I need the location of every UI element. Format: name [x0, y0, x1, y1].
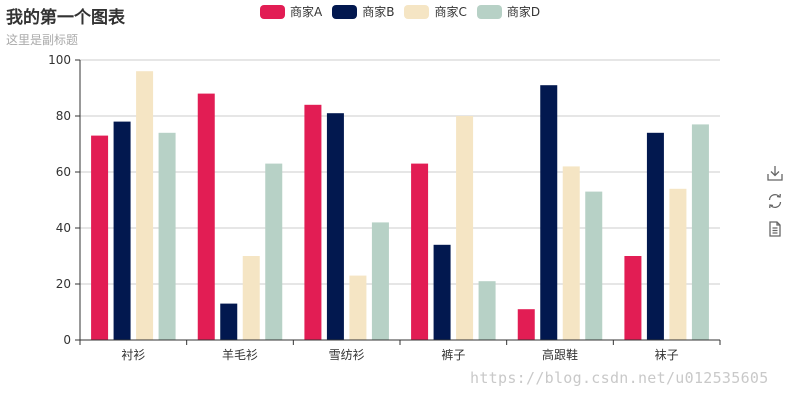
legend-item-d[interactable]: 商家D: [476, 3, 541, 20]
legend-label-b: 商家B: [362, 5, 395, 19]
bar: [113, 121, 131, 340]
bar: [136, 71, 154, 340]
legend-swatch-c: [404, 4, 430, 19]
bar: [585, 191, 603, 340]
x-tick-label: 高跟鞋: [542, 347, 578, 362]
legend-label-d: 商家D: [506, 5, 541, 19]
x-tick-label: 雪纺衫: [329, 348, 365, 362]
x-tick-label: 衬衫: [121, 348, 145, 362]
legend-swatch-d: [476, 4, 502, 19]
bar: [478, 281, 496, 340]
x-tick-label: 羊毛衫: [222, 347, 258, 362]
bar: [220, 303, 238, 340]
data-view-icon[interactable]: [766, 219, 784, 239]
bar: [624, 256, 642, 340]
x-tick-label: 袜子: [655, 348, 679, 362]
bar: [691, 124, 709, 341]
chart-subtitle: 这里是副标题: [6, 33, 79, 47]
bar: [433, 244, 451, 340]
bar: [349, 275, 367, 340]
bar: [456, 116, 474, 340]
bar: [91, 135, 109, 340]
legend-item-b[interactable]: 商家B: [332, 3, 394, 20]
y-tick-label: 40: [56, 221, 71, 235]
x-tick-label: 裤子: [441, 348, 465, 362]
bar: [304, 104, 322, 340]
y-tick-label: 0: [63, 333, 71, 347]
legend: 商家A 商家B 商家C 商家D: [260, 3, 550, 20]
legend-swatch-b: [332, 4, 358, 19]
legend-item-c[interactable]: 商家C: [404, 3, 467, 20]
legend-label-a: 商家A: [290, 5, 323, 19]
y-tick-label: 80: [56, 109, 71, 123]
bar: [265, 163, 283, 340]
bar: [197, 93, 215, 340]
bar: [371, 222, 389, 340]
bar: [326, 113, 344, 340]
legend-swatch-a: [260, 4, 285, 19]
y-tick-label: 20: [56, 277, 71, 291]
watermark: https://blog.csdn.net/u012535605: [470, 369, 769, 387]
bar: [562, 166, 580, 340]
legend-item-a[interactable]: 商家A: [260, 3, 322, 20]
refresh-icon[interactable]: [766, 191, 784, 211]
download-icon[interactable]: [766, 163, 784, 183]
bar: [540, 85, 558, 340]
toolbox: [766, 163, 784, 239]
bar: [411, 163, 429, 340]
y-tick-label: 60: [56, 165, 71, 179]
bar: [158, 132, 176, 340]
bar: [517, 309, 535, 340]
bar: [669, 188, 687, 340]
y-tick-label: 100: [48, 53, 71, 67]
bar: [242, 256, 260, 340]
chart-title: 我的第一个图表: [6, 8, 125, 28]
bar: [646, 132, 664, 340]
legend-label-c: 商家C: [434, 5, 467, 19]
